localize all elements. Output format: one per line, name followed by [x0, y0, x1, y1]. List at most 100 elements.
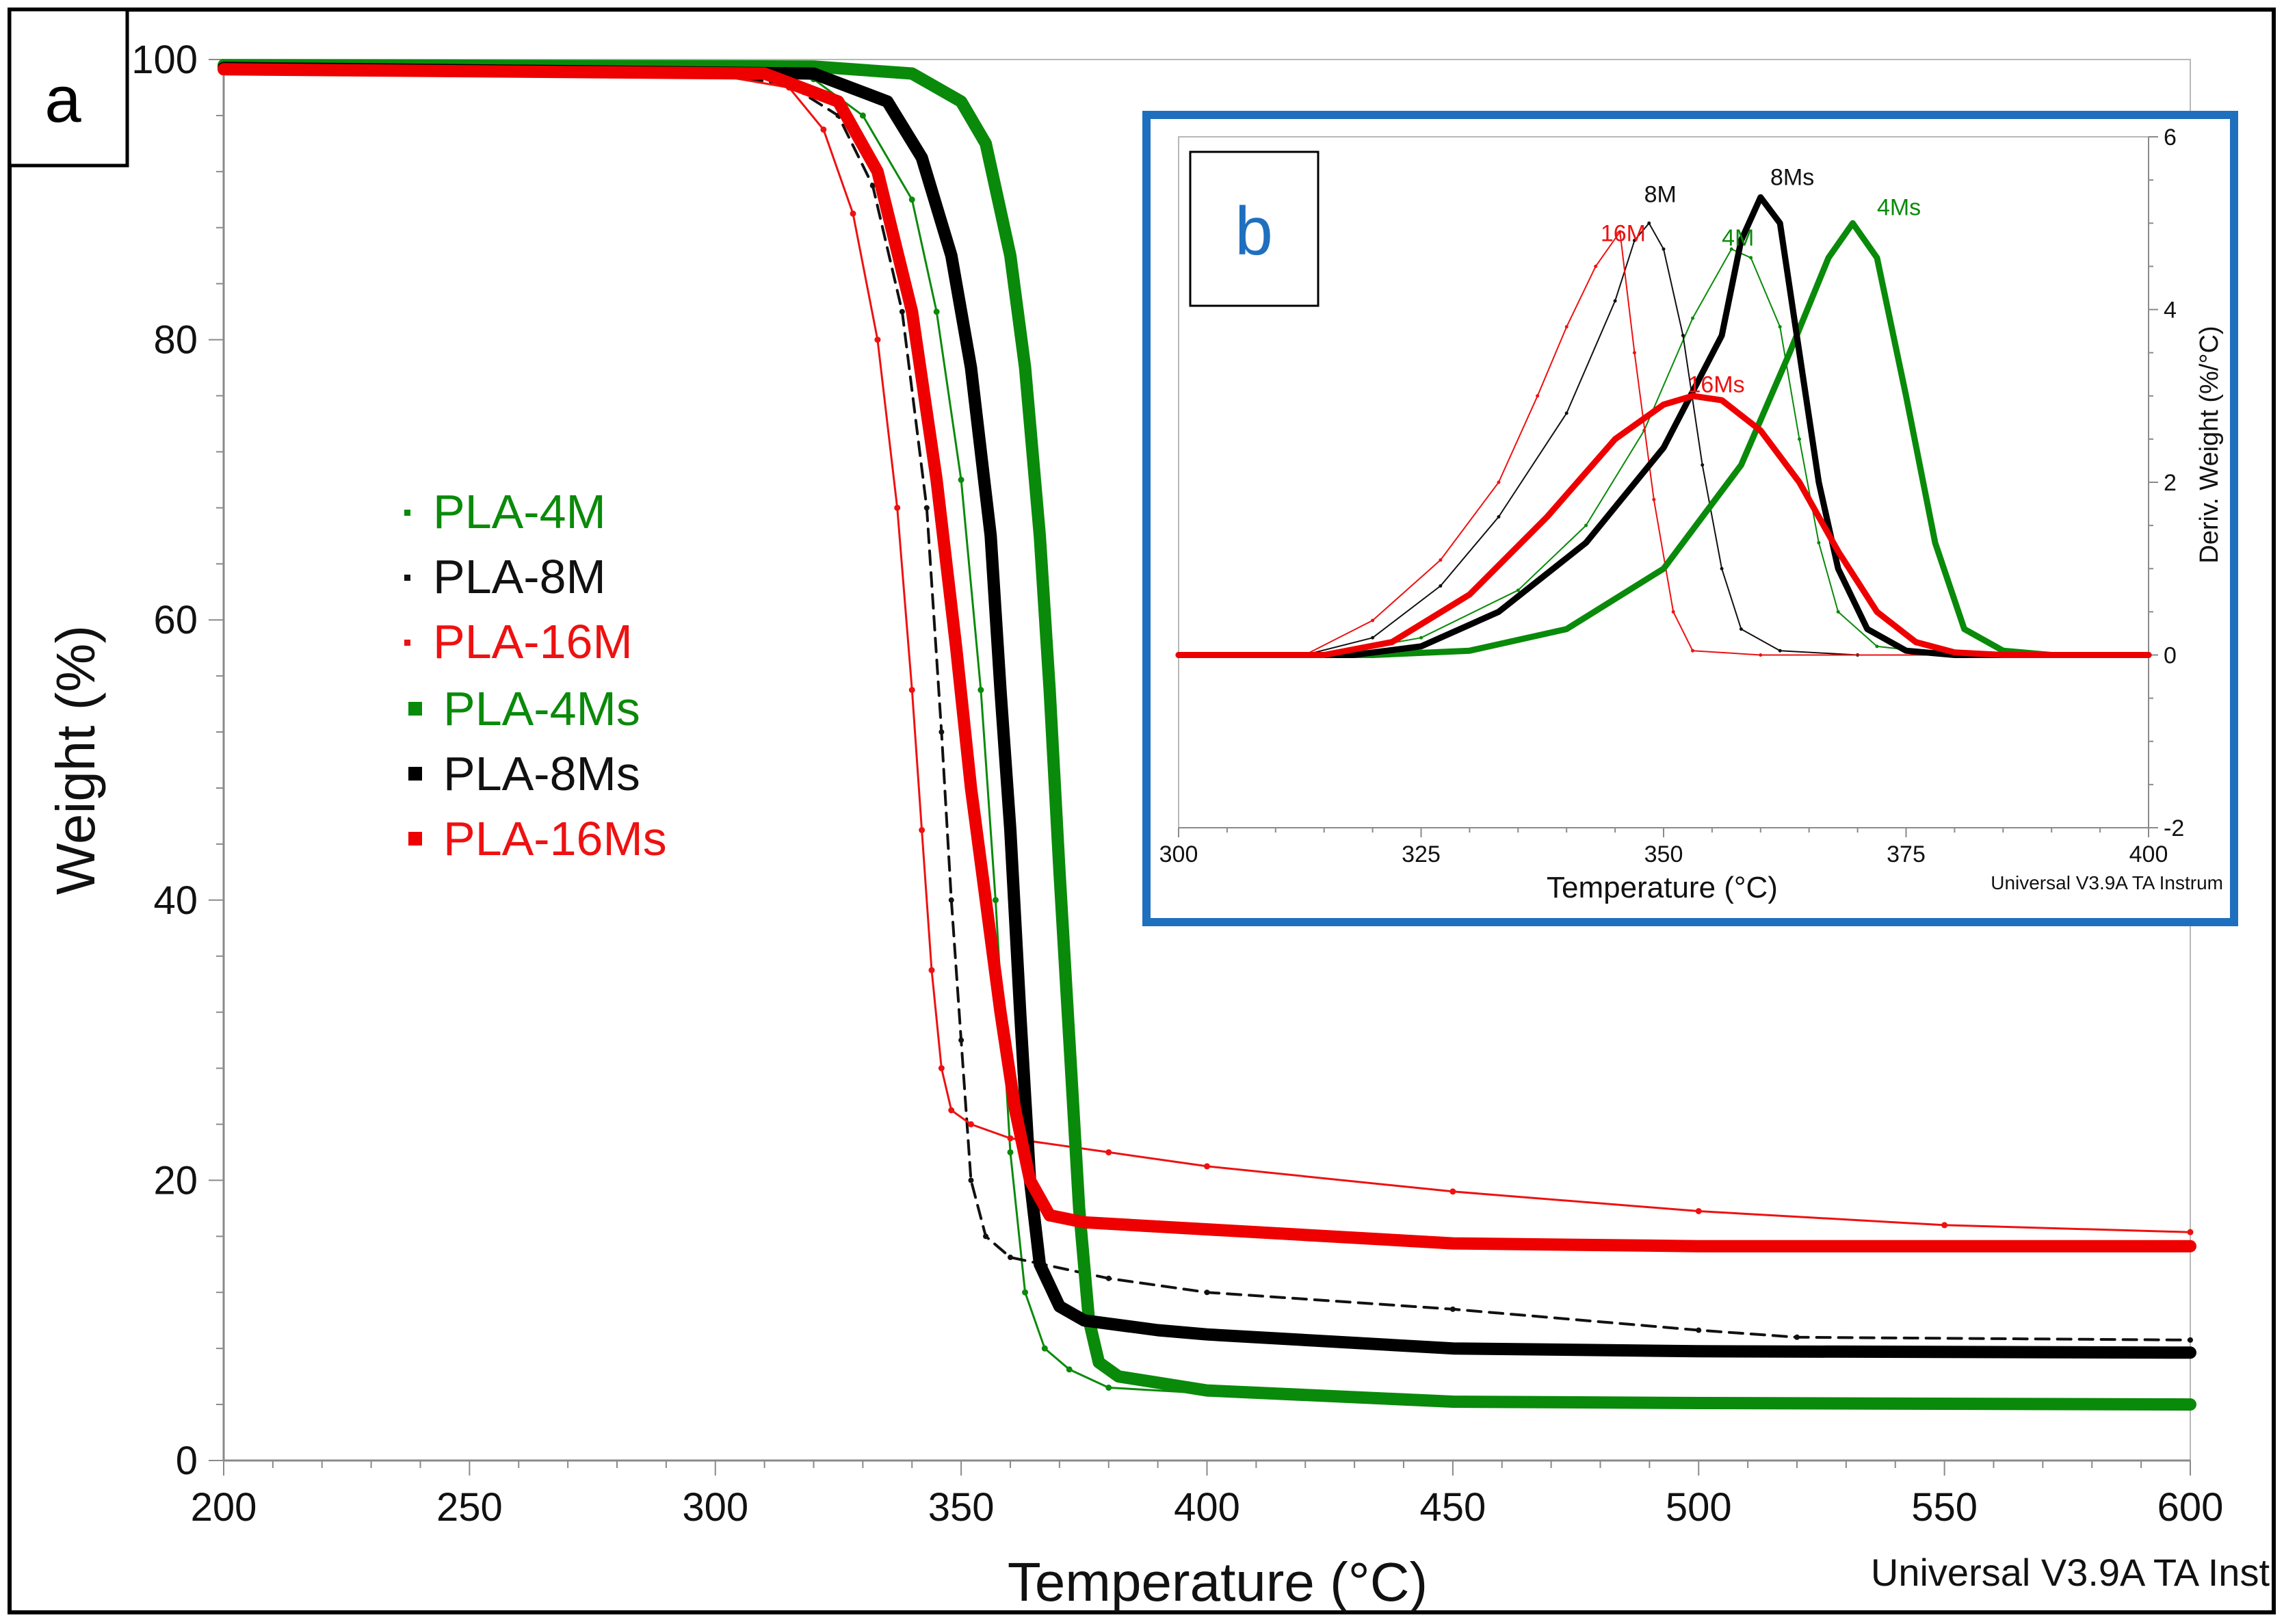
inset-point-4m [1817, 540, 1821, 545]
main-plot: 200 250 300 350 400 450 500 550 600020406080100 … [45, 38, 2270, 1612]
inset-point-4m [1691, 316, 1695, 320]
main-point-pla-16m [968, 1121, 974, 1127]
main-x-axis-label: Temperature (°C) [1008, 1551, 1428, 1612]
inset-footer-text: Universal V3.9A TA Instrum [1991, 872, 2223, 893]
inset-frame [1142, 111, 2238, 926]
inset-point-16m [1759, 653, 1763, 657]
legend-label-pla-8m: PLA-8M [433, 550, 606, 603]
main-point-pla-8m [983, 1233, 989, 1240]
main-point-pla-16m [928, 967, 935, 973]
panel-b-label: b [1235, 193, 1273, 270]
inset-point-8m [1701, 463, 1705, 467]
main-point-pla-8m [938, 729, 945, 735]
inset-point-4m [1749, 256, 1753, 260]
inset-peak-labels: 16M 8M 4M 8Ms 4Ms 16Ms [1601, 164, 1921, 397]
inset-x-tick-label: 400 [2129, 841, 2168, 867]
inset-y-tick-label: 4 [2164, 298, 2177, 324]
main-y-axis-label: Weight (%) [45, 625, 106, 895]
main-point-pla-8m [1794, 1334, 1800, 1340]
legend-marker-pla-8ms [408, 767, 422, 781]
main-point-pla-8m [869, 183, 876, 189]
main-point-pla-8m [899, 309, 905, 315]
main-point-pla-16m [1204, 1163, 1210, 1170]
main-point-pla-8m [958, 1037, 964, 1043]
inset-point-4m [1516, 588, 1520, 592]
main-point-pla-4m [1007, 1149, 1014, 1155]
main-y-tick-label: 100 [131, 38, 198, 82]
main-point-pla-4m [1041, 1345, 1048, 1352]
inset-point-4m [1584, 523, 1588, 527]
inset-y-axis-label: Deriv. Weight (%/°C) [2195, 326, 2224, 563]
main-point-pla-4m [1105, 1385, 1112, 1391]
main-y-tick-label: 0 [176, 1439, 198, 1483]
main-series-pla-4ms [218, 59, 2196, 1411]
inset-point-4m [1419, 636, 1423, 640]
main-point-pla-16m [1941, 1222, 1948, 1229]
main-point-pla-4m [977, 687, 984, 694]
inset-peak-label-4ms: 4Ms [1877, 195, 1921, 221]
inset-peak-label-8ms: 8Ms [1770, 164, 1814, 190]
main-point-pla-16m [1695, 1207, 1702, 1214]
main-point-pla-4m [908, 196, 915, 203]
main-x-tick-label: 400 [1174, 1485, 1240, 1530]
inset-point-8m [1371, 636, 1375, 640]
legend-label-pla-16ms: PLA-16Ms [443, 812, 667, 865]
legend-entry-pla-16ms: PLA-16Ms [408, 812, 667, 865]
main-point-pla-16m [874, 337, 881, 343]
legend-label-pla-8ms: PLA-8Ms [443, 747, 640, 800]
inset-series-16ms [1175, 393, 2152, 658]
inset-point-16m [1652, 497, 1656, 501]
inset-point-16m [1564, 325, 1568, 329]
inset-point-16m [1691, 649, 1695, 653]
inset-point-16m [1618, 230, 1622, 234]
main-y-tick-label: 40 [153, 878, 198, 923]
main-x-tick-label: 300 [682, 1485, 748, 1530]
main-point-pla-16m [850, 210, 856, 217]
main-point-pla-4m [1022, 1289, 1029, 1296]
inset-y-tick-label: 6 [2164, 125, 2177, 150]
inset-point-8m [1720, 566, 1724, 571]
inset-point-8m [1439, 584, 1443, 588]
inset-point-8m [1681, 333, 1685, 337]
main-point-pla-4m [958, 476, 964, 483]
main-point-pla-8m [1204, 1289, 1210, 1296]
inset-point-16m [1439, 558, 1443, 562]
inset-point-16m [1632, 351, 1636, 355]
inset-series-8ms [1175, 194, 2152, 658]
main-point-pla-16m [820, 126, 827, 133]
inset-y-tick-label: -2 [2164, 815, 2184, 841]
inset-point-8m [1647, 221, 1651, 225]
inset-point-16m [1671, 610, 1675, 614]
legend-label-pla-16m: PLA-16M [433, 615, 633, 668]
legend-entry-pla-8ms: PLA-8Ms [408, 747, 640, 800]
main-point-pla-16m [2187, 1229, 2194, 1235]
inset-series-group [1175, 194, 2152, 658]
main-x-tick-label: 250 [436, 1485, 503, 1530]
inset-x-tick-label: 325 [1402, 841, 1441, 867]
inset-y-tick-label: 0 [2164, 643, 2177, 669]
main-point-pla-16m [948, 1107, 955, 1114]
main-x-tick-label: 500 [1666, 1485, 1732, 1530]
main-point-pla-16m [1007, 1135, 1014, 1142]
main-series-pla-16ms [218, 63, 2196, 1253]
inset-y-tick-label: 2 [2164, 470, 2177, 496]
main-point-pla-16m [1105, 1149, 1112, 1155]
legend-marker-pla-4m [404, 510, 410, 516]
inset-point-8m [1739, 627, 1743, 631]
main-point-pla-16m [938, 1065, 945, 1072]
inset-point-8m [1632, 239, 1636, 242]
inset-x-axis-label: Temperature (°C) [1547, 871, 1778, 904]
inset-point-4m [1875, 644, 1879, 649]
main-y-tick-label: 80 [153, 318, 198, 363]
main-point-pla-4m [992, 897, 999, 904]
main-x-tick-label: 350 [928, 1485, 995, 1530]
panel-b-label-box [1189, 150, 1320, 307]
main-point-pla-4m [859, 112, 866, 119]
legend-entry-pla-4m: PLA-4M [404, 485, 606, 538]
main-footer-text: Universal V3.9A TA Inst [1871, 1551, 2270, 1594]
legend-marker-pla-8m [404, 575, 410, 581]
inset-point-4m [1778, 325, 1782, 329]
main-point-pla-4m [1066, 1366, 1073, 1373]
